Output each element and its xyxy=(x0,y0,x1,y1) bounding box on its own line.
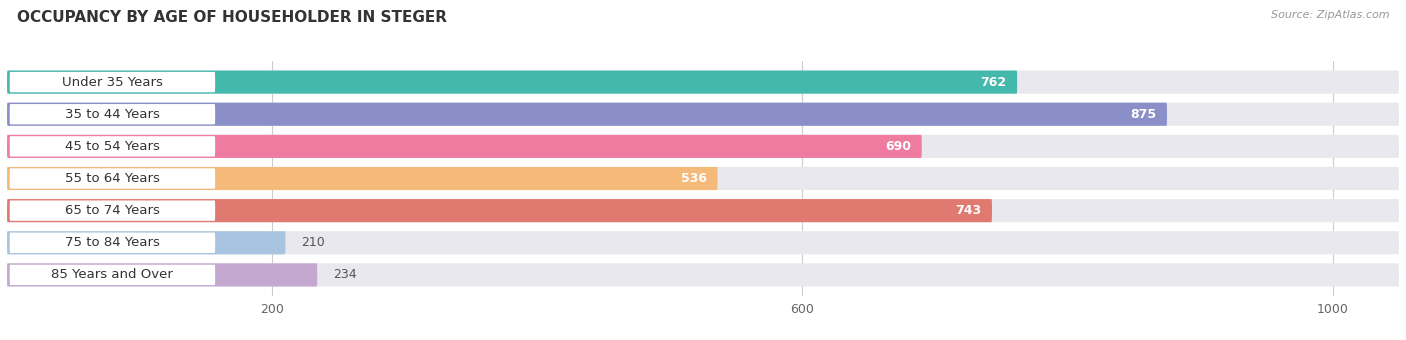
Text: 690: 690 xyxy=(886,140,911,153)
FancyBboxPatch shape xyxy=(7,264,318,287)
Text: 743: 743 xyxy=(955,204,981,217)
FancyBboxPatch shape xyxy=(7,264,1399,287)
Text: Under 35 Years: Under 35 Years xyxy=(62,75,163,89)
FancyBboxPatch shape xyxy=(7,135,1399,158)
FancyBboxPatch shape xyxy=(10,136,215,156)
Text: 234: 234 xyxy=(333,268,357,282)
FancyBboxPatch shape xyxy=(7,135,922,158)
FancyBboxPatch shape xyxy=(10,168,215,189)
Text: 75 to 84 Years: 75 to 84 Years xyxy=(65,236,160,249)
FancyBboxPatch shape xyxy=(7,70,1017,94)
Text: 65 to 74 Years: 65 to 74 Years xyxy=(65,204,160,217)
Text: 85 Years and Over: 85 Years and Over xyxy=(52,268,173,282)
FancyBboxPatch shape xyxy=(7,199,993,222)
Text: 210: 210 xyxy=(301,236,325,249)
FancyBboxPatch shape xyxy=(10,201,215,221)
FancyBboxPatch shape xyxy=(7,199,1399,222)
FancyBboxPatch shape xyxy=(7,167,1399,190)
Text: Source: ZipAtlas.com: Source: ZipAtlas.com xyxy=(1271,10,1389,20)
FancyBboxPatch shape xyxy=(10,233,215,253)
Text: 536: 536 xyxy=(681,172,707,185)
Text: 35 to 44 Years: 35 to 44 Years xyxy=(65,108,160,121)
FancyBboxPatch shape xyxy=(10,265,215,285)
FancyBboxPatch shape xyxy=(10,104,215,124)
Text: 875: 875 xyxy=(1130,108,1156,121)
FancyBboxPatch shape xyxy=(7,103,1167,126)
Text: 762: 762 xyxy=(980,75,1007,89)
FancyBboxPatch shape xyxy=(7,70,1399,94)
Text: 45 to 54 Years: 45 to 54 Years xyxy=(65,140,160,153)
FancyBboxPatch shape xyxy=(7,103,1399,126)
Text: OCCUPANCY BY AGE OF HOUSEHOLDER IN STEGER: OCCUPANCY BY AGE OF HOUSEHOLDER IN STEGE… xyxy=(17,10,447,25)
FancyBboxPatch shape xyxy=(7,231,1399,254)
FancyBboxPatch shape xyxy=(7,231,285,254)
FancyBboxPatch shape xyxy=(10,72,215,92)
FancyBboxPatch shape xyxy=(7,167,717,190)
Text: 55 to 64 Years: 55 to 64 Years xyxy=(65,172,160,185)
